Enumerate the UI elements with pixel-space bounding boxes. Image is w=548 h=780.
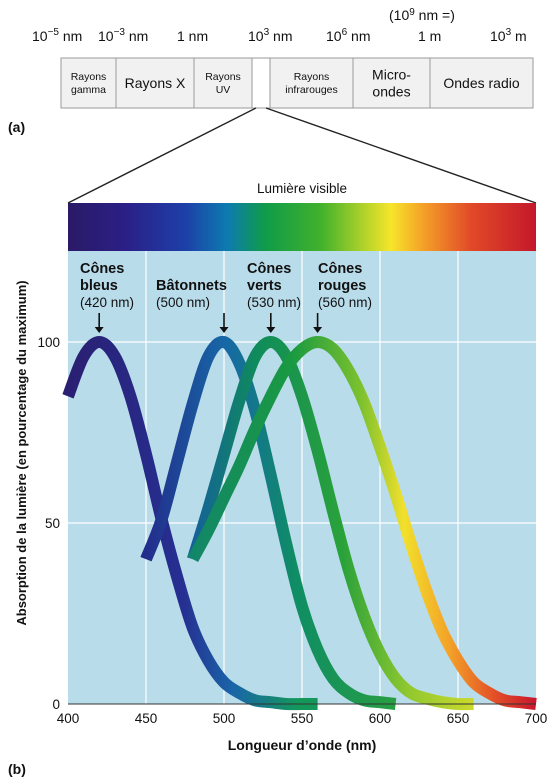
y-tick-labels: 0 50 100: [37, 335, 60, 712]
panel-b-label: (b): [8, 761, 26, 777]
curve-cones-verts: [187, 336, 474, 711]
x-tick-label: 600: [369, 711, 392, 726]
peak-label-line: Cônes: [318, 261, 362, 277]
scale-label: 1 m: [418, 28, 441, 44]
visible-spectrum-bar: [68, 203, 536, 251]
curve-batonnets: [140, 335, 397, 710]
y-axis-label: Absorption de la lumière (en pourcentage…: [14, 280, 29, 625]
band-segment: [251, 57, 271, 109]
scale-label: 10−3 nm: [98, 27, 148, 44]
em-spectrum-panel: (109 nm =) 10−5 nm 10−3 nm 1 nm 103 nm 106 n…: [8, 7, 534, 135]
band-label: ondes: [372, 83, 410, 99]
absorption-curves: [62, 335, 537, 711]
band-label: Rayons X: [125, 75, 186, 91]
scale-label: 103 m: [490, 27, 527, 44]
scale-label: 103 nm: [248, 27, 292, 44]
peak-arrowhead: [266, 327, 276, 333]
band-segment: [352, 57, 431, 109]
band-label: Rayons: [71, 71, 107, 83]
peak-label-line: (560 nm): [318, 295, 372, 310]
spectrum-title: Lumière visible: [257, 181, 347, 196]
band-segment: [429, 57, 534, 109]
peak-label-line: (420 nm): [80, 295, 134, 310]
scale-label: 106 nm: [326, 27, 370, 44]
band-label: infrarouges: [285, 84, 338, 96]
peak-label-line: rouges: [318, 278, 366, 294]
peak-label-line: Bâtonnets: [156, 278, 227, 294]
scale-label: 1 nm: [177, 28, 208, 44]
peak-label-line: (530 nm): [247, 295, 301, 310]
peak-arrowhead: [313, 327, 323, 333]
scale-label: 10−5 nm: [32, 27, 82, 44]
zoom-lines: [67, 107, 537, 204]
x-tick-label: 500: [213, 711, 236, 726]
peak-arrowhead: [219, 327, 229, 333]
band-label: gamma: [71, 84, 106, 96]
band-label: Rayons: [294, 71, 330, 83]
y-tick-label: 0: [52, 697, 60, 712]
band-segment: [60, 57, 117, 109]
x-tick-label: 650: [447, 711, 470, 726]
x-axis-label: Longueur d’onde (nm): [228, 737, 377, 753]
x-tick-label: 700: [525, 711, 548, 726]
peak-arrowhead: [94, 327, 104, 333]
band-segment: [193, 57, 253, 109]
peak-label-line: Cônes: [80, 261, 124, 277]
band-label: UV: [216, 84, 231, 96]
y-tick-label: 100: [37, 335, 60, 350]
scale-labels: 10−5 nm 10−3 nm 1 nm 103 nm 106 nm 1 m 103 m: [32, 27, 527, 44]
x-tick-label: 450: [135, 711, 158, 726]
band-segment: [269, 57, 354, 109]
x-tick-label: 400: [57, 711, 80, 726]
peak-label-line: verts: [247, 278, 282, 294]
band-label: Rayons: [205, 71, 241, 83]
peak-label-line: bleus: [80, 278, 118, 294]
peak-label-line: (500 nm): [156, 295, 210, 310]
peak-label: Bâtonnets(500 nm): [156, 278, 229, 333]
band-segment: [115, 57, 195, 109]
panel-a-label: (a): [8, 119, 25, 135]
x-tick-labels: 400 450 500 550 600 650 700: [57, 711, 548, 726]
band-label: Micro-: [372, 66, 411, 82]
band-label: Ondes radio: [443, 75, 519, 91]
y-tick-label: 50: [45, 516, 60, 531]
curve-cones-rouges: [187, 336, 537, 710]
peak-label-line: Cônes: [247, 261, 291, 277]
x-tick-label: 550: [291, 711, 314, 726]
scale-note: (109 nm =): [389, 7, 455, 23]
curve-cones-bleus: [62, 336, 318, 711]
